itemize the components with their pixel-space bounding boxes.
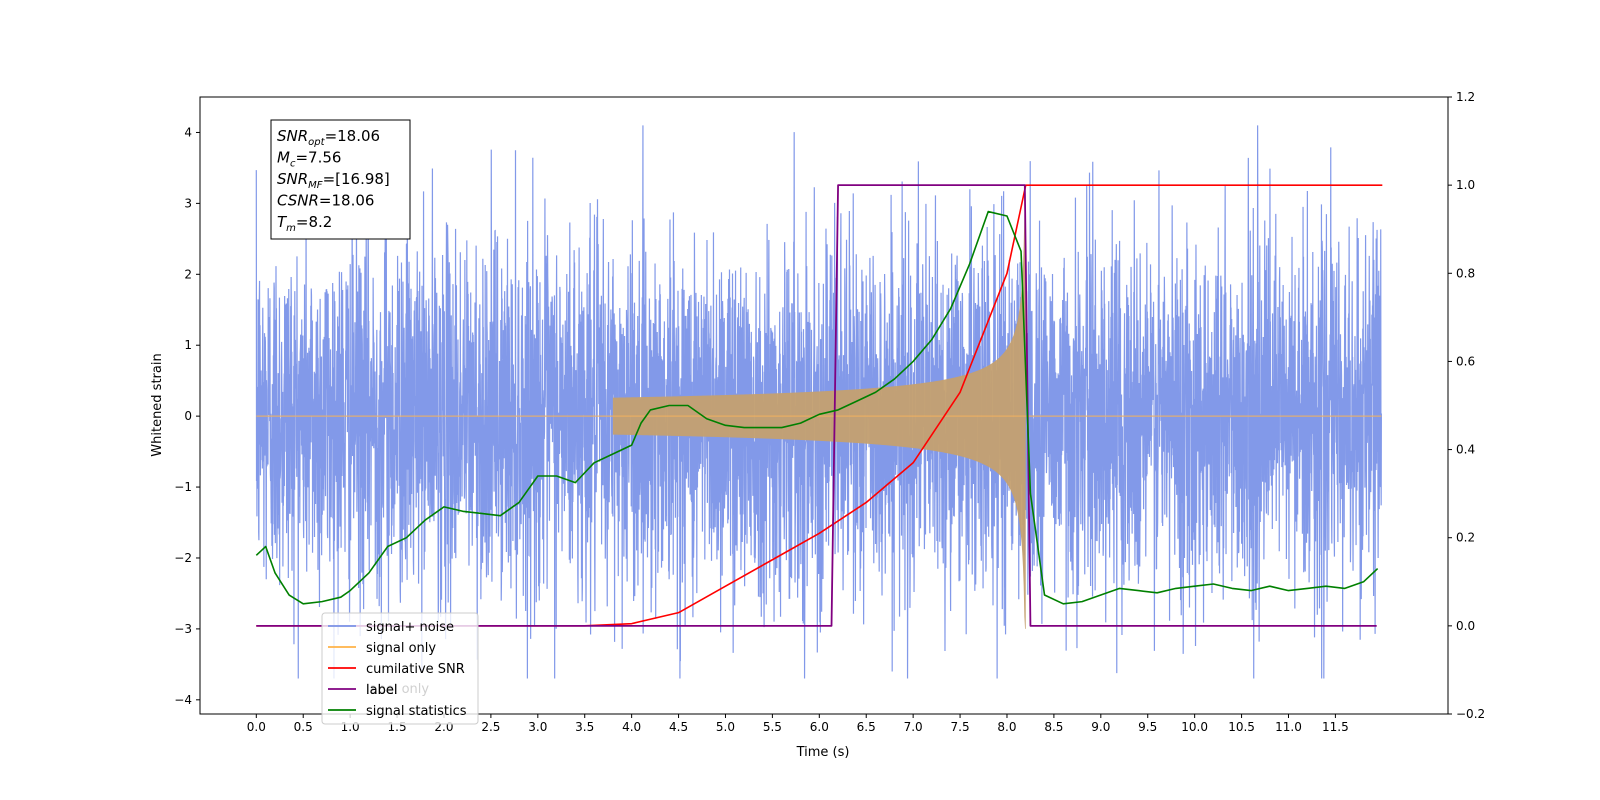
- y-tick-label: 2: [184, 267, 192, 281]
- series-cumulative-snr: [256, 184, 1383, 627]
- y-tick-label: 0: [184, 409, 192, 423]
- y-tick-label: −2: [174, 551, 192, 565]
- x-tick-label: 0.5: [294, 720, 313, 734]
- y2-tick-label: 1.0: [1456, 178, 1475, 192]
- x-tick-label: 10.5: [1228, 720, 1255, 734]
- metrics-annotation-box: SNRopt=18.06Mc=7.56SNRMF=[16.98]CSNR=18.…: [270, 119, 411, 240]
- x-tick-label: 8.5: [1044, 720, 1063, 734]
- annotation-line: Tm=8.2: [277, 213, 332, 234]
- x-tick-label: 6.0: [810, 720, 829, 734]
- x-axis: 0.0 0.5 1.0 1.5 2.0 2.5 3.0 3.5 4.0 4.5 5.0 5.5 6.0 6…: [247, 714, 1349, 734]
- legend-frame: [321, 612, 479, 725]
- y2-tick-label: 0.8: [1456, 266, 1475, 280]
- y-tick-label: −1: [174, 480, 192, 494]
- y2-tick-label: 0.4: [1456, 443, 1475, 457]
- legend-item-signal-noise-text: signal+ noise: [366, 620, 454, 635]
- x-tick-label: 7.5: [951, 720, 970, 734]
- legend-item-label-only-text: label only: [366, 682, 429, 697]
- x-tick-label: 9.0: [1091, 720, 1110, 734]
- y-tick-label: 1: [184, 338, 192, 352]
- x-tick-label: 7.0: [904, 720, 923, 734]
- annotation-frame: [270, 119, 411, 240]
- y2-tick-label: 0.0: [1456, 619, 1475, 633]
- plot-series: [255, 125, 1383, 679]
- y2-tick-label: 0.6: [1456, 354, 1475, 368]
- x-tick-label: 4.5: [669, 720, 688, 734]
- x-tick-label: 4.0: [622, 720, 641, 734]
- y-tick-label: −4: [174, 693, 192, 707]
- series-label: [256, 184, 1377, 627]
- annotation-line: SNRopt=18.06: [277, 127, 380, 148]
- x-tick-label: 3.0: [528, 720, 547, 734]
- x-tick-label: 10.0: [1181, 720, 1208, 734]
- legend: signal+ noise signal only cumilative SNR la…: [321, 612, 479, 725]
- x-tick-label: 11.0: [1275, 720, 1302, 734]
- legend-item-label-text-top: label: [366, 683, 397, 698]
- legend-item-cumulative-snr-text: cumilative SNR: [366, 662, 465, 677]
- y2-tick-label: −0.2: [1456, 707, 1485, 721]
- x-tick-label: 3.5: [575, 720, 594, 734]
- y-axis-left: −4 −3 −2 −1 0 1 2 3 4: [174, 125, 200, 707]
- x-tick-label: 6.5: [857, 720, 876, 734]
- y2-tick-label: 1.2: [1456, 90, 1475, 104]
- legend-item-label-text: label: [366, 683, 397, 698]
- x-axis-label: Time (s): [796, 745, 850, 760]
- y2-tick-label: 0.2: [1456, 531, 1475, 545]
- annotation-line: CSNR=18.06: [277, 192, 374, 210]
- annotation-line: SNRMF=[16.98]: [277, 170, 390, 191]
- series-signal-noise: [255, 125, 1382, 679]
- y-tick-label: 3: [184, 196, 192, 210]
- plot-frame: [199, 96, 1449, 715]
- legend-item-signal-only-text: signal only: [366, 641, 436, 656]
- x-tick-label: 2.5: [481, 720, 500, 734]
- y-axis-label: Whitened strain: [150, 353, 165, 456]
- x-tick-label: 9.5: [1138, 720, 1157, 734]
- x-tick-label: 5.0: [716, 720, 735, 734]
- x-tick-label: 8.0: [997, 720, 1016, 734]
- x-tick-label: 11.5: [1322, 720, 1349, 734]
- x-tick-label: 0.0: [247, 720, 266, 734]
- y-axis-right: −0.2 0.0 0.2 0.4 0.6 0.8 1.0 1.2: [1448, 90, 1485, 721]
- series-signal-statistics: [255, 210, 1379, 605]
- annotation-line: Mc=7.56: [277, 149, 341, 170]
- y-tick-label: −3: [174, 622, 192, 636]
- legend-item-signal-statistics-text: signal statistics: [366, 704, 467, 719]
- y-tick-label: 4: [184, 125, 192, 139]
- x-tick-label: 5.5: [763, 720, 782, 734]
